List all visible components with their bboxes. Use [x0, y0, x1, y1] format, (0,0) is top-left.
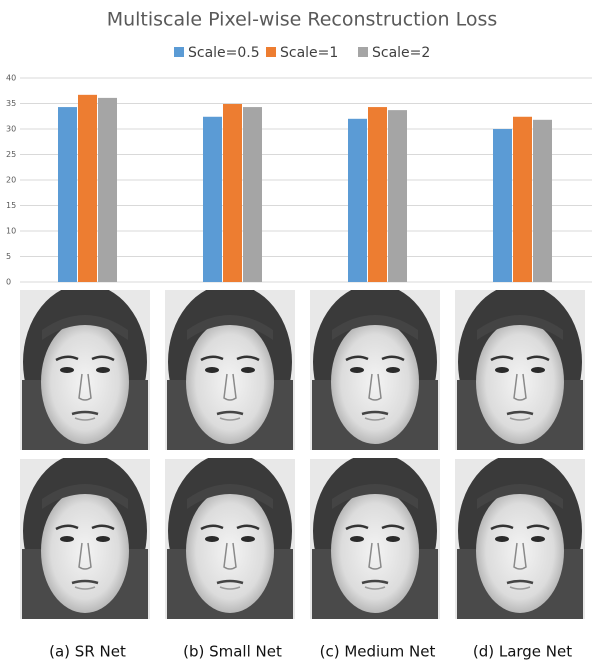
y-tick-label: 25 — [6, 150, 16, 159]
bar — [243, 107, 262, 282]
bar — [203, 116, 222, 282]
y-tick-label: 15 — [6, 201, 16, 210]
face-image — [455, 290, 585, 450]
bar — [533, 119, 552, 282]
legend-swatch — [358, 47, 368, 57]
y-tick-label: 20 — [6, 176, 16, 185]
legend-label: Scale=1 — [280, 45, 338, 61]
x-tick-label: (a) SR Net — [49, 643, 126, 661]
bar — [513, 116, 532, 282]
y-tick-label: 40 — [6, 74, 16, 83]
face-image — [310, 290, 440, 450]
bar — [348, 118, 367, 282]
bar — [78, 94, 97, 282]
legend-swatch — [266, 47, 276, 57]
face-image — [20, 290, 150, 450]
bar — [98, 97, 117, 282]
bar — [388, 110, 407, 282]
y-tick-label: 30 — [6, 125, 16, 134]
face-image — [455, 458, 585, 620]
bar — [493, 129, 512, 282]
legend-label: Scale=0.5 — [188, 45, 260, 61]
y-tick-label: 0 — [6, 278, 11, 287]
x-tick-label: (d) Large Net — [473, 643, 572, 661]
x-tick-label: (b) Small Net — [183, 643, 282, 661]
y-tick-label: 5 — [6, 252, 11, 261]
x-tick-label: (c) Medium Net — [320, 643, 436, 661]
bar — [368, 107, 387, 282]
legend-swatch — [174, 47, 184, 57]
legend-label: Scale=2 — [372, 45, 430, 61]
face-image — [165, 458, 295, 620]
bar — [223, 104, 242, 282]
y-tick-label: 10 — [6, 227, 16, 236]
bar — [58, 107, 77, 282]
chart-title: Multiscale Pixel-wise Reconstruction Los… — [107, 9, 498, 31]
y-tick-label: 35 — [6, 99, 16, 108]
face-image — [310, 458, 440, 620]
face-image — [20, 458, 150, 620]
face-images — [20, 290, 585, 620]
face-image — [165, 290, 295, 450]
